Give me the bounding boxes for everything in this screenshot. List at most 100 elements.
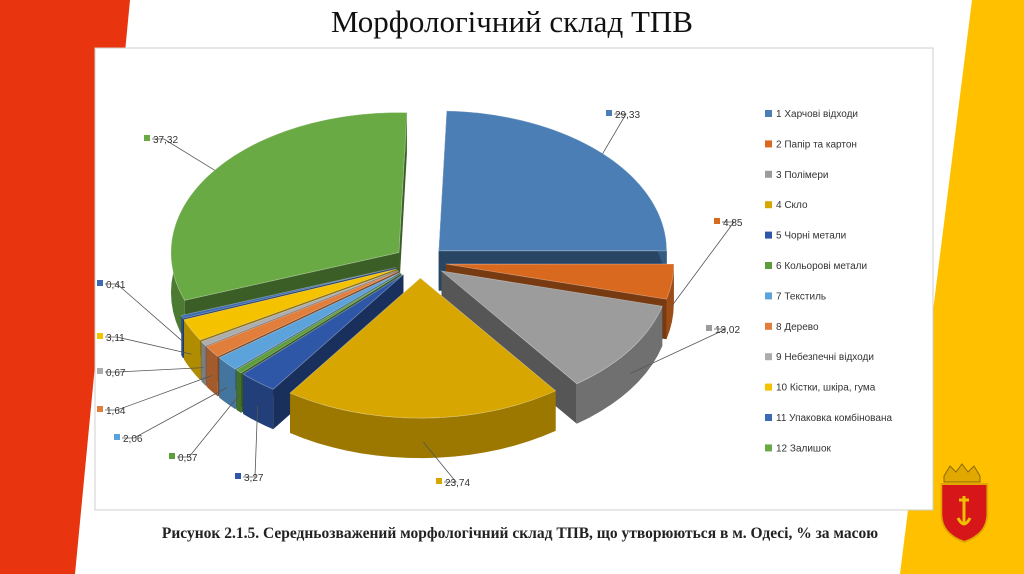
legend-swatch bbox=[765, 383, 772, 391]
legend-swatch bbox=[765, 353, 772, 361]
data-label-marker bbox=[706, 325, 712, 331]
pie-slice-7 bbox=[218, 272, 401, 370]
page-title: Морфологічний склад ТПВ bbox=[331, 4, 693, 39]
data-label: 37,32 bbox=[144, 135, 215, 171]
data-label-text: 0,67 bbox=[106, 368, 126, 379]
legend-label: 6 Кольорові метали bbox=[776, 261, 867, 272]
legend-label: 1 Харчові відходи bbox=[776, 109, 858, 120]
data-label-text: 2,06 bbox=[123, 434, 143, 445]
data-label-text: 0,57 bbox=[178, 453, 198, 464]
leader-line bbox=[243, 406, 259, 478]
legend-swatch bbox=[765, 110, 772, 117]
legend-item: 5 Чорні метали bbox=[765, 231, 846, 242]
chart-legend: 1 Харчові відходи 2 Папір та картон 3 Полі… bbox=[765, 109, 892, 454]
pie-slice-9 bbox=[200, 270, 398, 347]
legend-item: 2 Папір та картон bbox=[765, 139, 857, 150]
data-label: 2,06 bbox=[114, 387, 228, 445]
legend-swatch bbox=[765, 444, 772, 452]
legend-swatch bbox=[765, 231, 772, 239]
legend-label: 7 Текстиль bbox=[776, 291, 826, 302]
legend-item: 9 Небезпечні відходи bbox=[765, 351, 874, 363]
data-label-marker bbox=[114, 434, 120, 440]
legend-swatch bbox=[765, 414, 772, 421]
data-label: 0,57 bbox=[169, 395, 240, 464]
data-label-marker bbox=[714, 218, 720, 224]
legend-item: 6 Кольорові метали bbox=[765, 261, 867, 272]
leader-line bbox=[105, 283, 183, 342]
legend-label: 8 Дерево bbox=[776, 322, 819, 333]
leader-line bbox=[122, 387, 228, 439]
pie-slice-8 bbox=[205, 270, 399, 357]
figure-caption: Рисунок 2.1.5. Середньозважений морфолог… bbox=[161, 525, 879, 542]
data-label-text: 3,27 bbox=[244, 473, 264, 484]
data-label-marker bbox=[97, 368, 103, 374]
legend-item: 7 Текстиль bbox=[765, 291, 826, 302]
pie-slice-rim bbox=[184, 319, 201, 381]
data-label-text: 4,85 bbox=[723, 218, 743, 229]
leader-line bbox=[177, 395, 240, 458]
data-label-text: 3,11 bbox=[106, 333, 125, 344]
pie-slice-rim bbox=[201, 341, 206, 386]
legend-label: 4 Скло bbox=[776, 200, 808, 211]
data-label-text: 0,41 bbox=[106, 280, 126, 291]
leader-line bbox=[602, 113, 627, 154]
leader-line bbox=[105, 375, 213, 411]
data-label-marker bbox=[97, 333, 103, 339]
legend-label: 2 Папір та картон bbox=[776, 139, 857, 150]
data-label: 1,64 bbox=[97, 375, 213, 417]
legend-swatch bbox=[765, 262, 772, 269]
legend-item: 1 Харчові відходи bbox=[765, 109, 858, 120]
legend-label: 5 Чорні метали bbox=[776, 231, 846, 242]
legend-label: 9 Небезпечні відходи bbox=[776, 351, 874, 363]
data-label-marker bbox=[144, 135, 150, 141]
pie-slice-rim bbox=[236, 369, 242, 413]
leader-line bbox=[105, 336, 192, 355]
pie-slice-rim bbox=[576, 306, 663, 424]
legend-swatch bbox=[765, 322, 772, 330]
pie-slice-5 bbox=[242, 274, 404, 390]
data-label-text: 29,33 bbox=[615, 110, 640, 121]
legend-item: 8 Дерево bbox=[765, 322, 819, 333]
data-label: 3,27 bbox=[235, 406, 264, 484]
pie-slice-rim bbox=[243, 373, 274, 430]
pie-slice-wall bbox=[398, 112, 407, 293]
pie-slice-3 bbox=[440, 270, 663, 385]
pie-slice-1 bbox=[438, 110, 668, 252]
legend-item: 12 Залишок bbox=[765, 443, 832, 454]
pie-slice-10 bbox=[183, 268, 397, 341]
pie-slice-rim bbox=[290, 390, 556, 459]
data-label-marker bbox=[97, 280, 103, 286]
pie-slice-rim bbox=[666, 264, 674, 340]
data-label-marker bbox=[235, 473, 241, 479]
data-label-marker bbox=[436, 478, 442, 484]
data-label-marker bbox=[606, 110, 612, 116]
data-label-text: 23,74 bbox=[445, 478, 470, 489]
data-label: 23,74 bbox=[423, 441, 470, 489]
data-label: 13,02 bbox=[630, 325, 740, 374]
legend-label: 12 Залишок bbox=[776, 443, 832, 454]
data-label: 29,33 bbox=[602, 110, 640, 154]
pie-slice-6 bbox=[235, 272, 402, 374]
legend-swatch bbox=[765, 170, 772, 178]
pie-slice-rim bbox=[206, 346, 218, 397]
leader-line bbox=[423, 441, 457, 483]
data-label: 4,85 bbox=[671, 218, 743, 307]
legend-label: 10 Кістки, шкіра, гума bbox=[776, 383, 876, 394]
legend-swatch bbox=[765, 201, 772, 209]
data-label-marker bbox=[169, 453, 175, 459]
data-label: 0,67 bbox=[97, 367, 204, 379]
legend-item: 4 Скло bbox=[765, 200, 808, 211]
pie-slice-12 bbox=[170, 112, 408, 301]
leader-line bbox=[630, 328, 727, 374]
data-label-text: 1,64 bbox=[106, 406, 126, 417]
pie-slice-11 bbox=[180, 267, 396, 319]
data-label: 0,41 bbox=[97, 280, 183, 342]
pie-slice-2 bbox=[445, 263, 675, 300]
odesa-coat-of-arms-icon bbox=[940, 463, 989, 544]
data-label: 3,11 bbox=[97, 333, 192, 355]
legend-swatch bbox=[765, 292, 772, 300]
legend-item: 10 Кістки, шкіра, гума bbox=[765, 383, 876, 394]
leader-line bbox=[105, 367, 204, 373]
